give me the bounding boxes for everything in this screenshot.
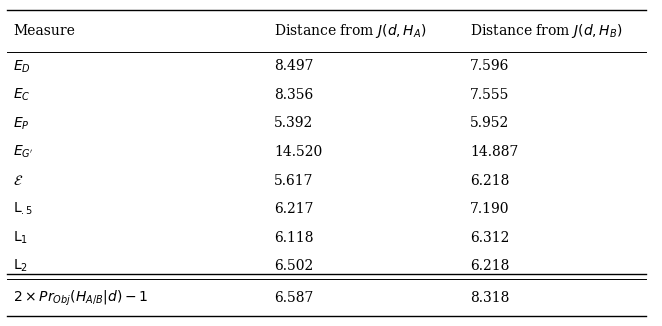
Text: 6.218: 6.218 [470, 173, 510, 187]
Text: 8.318: 8.318 [470, 291, 510, 305]
Text: 7.555: 7.555 [470, 88, 510, 102]
Text: Distance from $J(d, H_A)$: Distance from $J(d, H_A)$ [274, 22, 427, 40]
Text: $E_{G'}$: $E_{G'}$ [13, 144, 34, 160]
Text: 6.587: 6.587 [274, 291, 314, 305]
Text: $E_P$: $E_P$ [13, 115, 30, 132]
Text: 7.190: 7.190 [470, 202, 510, 216]
Text: $\mathrm{L}_1$: $\mathrm{L}_1$ [13, 230, 28, 246]
Text: $\mathrm{L}_2$: $\mathrm{L}_2$ [13, 258, 28, 274]
Text: 7.596: 7.596 [470, 59, 510, 73]
Text: 5.617: 5.617 [274, 173, 314, 187]
Text: Measure: Measure [13, 24, 75, 38]
Text: $\mathrm{L}_{.5}$: $\mathrm{L}_{.5}$ [13, 201, 33, 217]
Text: 14.887: 14.887 [470, 145, 518, 159]
Text: 6.217: 6.217 [274, 202, 314, 216]
Text: $E_C$: $E_C$ [13, 87, 30, 103]
Text: 14.520: 14.520 [274, 145, 322, 159]
Text: $E_D$: $E_D$ [13, 58, 31, 75]
Text: 8.356: 8.356 [274, 88, 314, 102]
Text: $2 \times Pr_{Obj}(H_{A/B}|d) - 1$: $2 \times Pr_{Obj}(H_{A/B}|d) - 1$ [13, 289, 148, 308]
Text: 6.312: 6.312 [470, 230, 510, 244]
Text: $\mathcal{E}$: $\mathcal{E}$ [13, 173, 23, 187]
Text: 8.497: 8.497 [274, 59, 314, 73]
Text: 6.118: 6.118 [274, 230, 314, 244]
Text: 5.952: 5.952 [470, 116, 509, 130]
Text: 6.502: 6.502 [274, 259, 314, 273]
Text: 6.218: 6.218 [470, 259, 510, 273]
Text: 5.392: 5.392 [274, 116, 314, 130]
Text: Distance from $J(d, H_B)$: Distance from $J(d, H_B)$ [470, 22, 623, 40]
